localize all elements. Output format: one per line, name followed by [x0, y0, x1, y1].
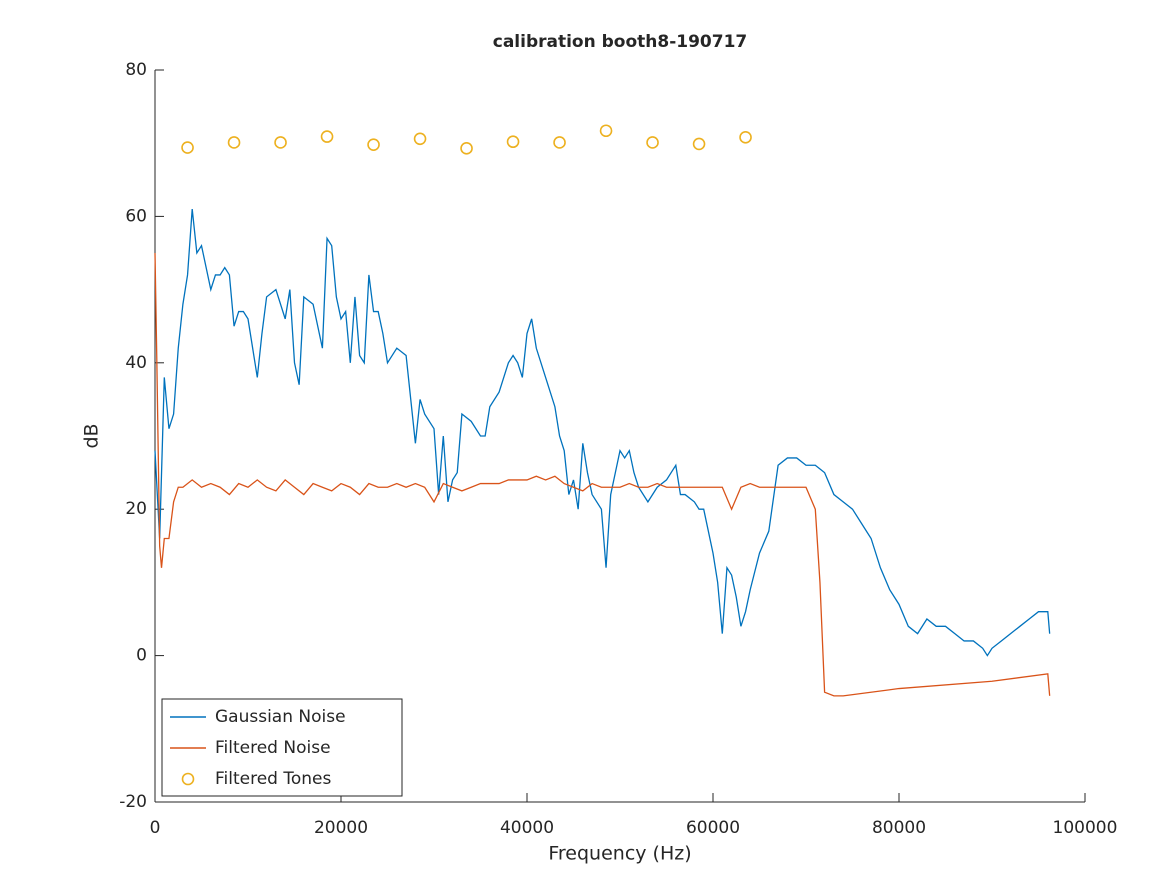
tone-marker [413, 132, 427, 146]
x-tick-label: 100000 [1053, 818, 1118, 838]
y-axis-label: dB [81, 423, 103, 448]
x-tick-label: 20000 [314, 818, 368, 838]
legend-label: Filtered Noise [215, 738, 331, 758]
x-tick-label: 60000 [686, 818, 740, 838]
y-tick-label: 0 [136, 646, 147, 666]
tone-marker [739, 131, 752, 144]
y-tick-label: 80 [125, 60, 147, 80]
x-axis-label: Frequency (Hz) [548, 843, 691, 865]
tone-marker [227, 136, 241, 149]
tone-marker [553, 136, 566, 149]
tone-marker [599, 124, 613, 138]
tone-marker [506, 135, 520, 149]
y-tick-label: 20 [125, 499, 147, 519]
tone-marker [460, 142, 473, 155]
tone-marker [274, 136, 287, 149]
x-tick-label: 40000 [500, 818, 554, 838]
y-tick-label: 40 [125, 353, 147, 373]
y-tick-label: 60 [125, 206, 147, 226]
tone-marker [367, 138, 380, 151]
legend-marker [181, 772, 195, 786]
x-tick-label: 0 [150, 818, 161, 838]
x-tick-label: 80000 [872, 818, 926, 838]
tone-marker [320, 130, 334, 143]
series-line [154, 209, 1051, 657]
legend-label: Gaussian Noise [215, 707, 346, 727]
y-tick-label: -20 [119, 792, 147, 812]
chart-title: calibration booth8-190717 [493, 32, 748, 52]
tone-marker [692, 137, 706, 151]
legend-label: Filtered Tones [215, 769, 332, 789]
tone-marker [181, 141, 194, 154]
series-line [154, 252, 1051, 697]
tone-marker [646, 136, 659, 149]
